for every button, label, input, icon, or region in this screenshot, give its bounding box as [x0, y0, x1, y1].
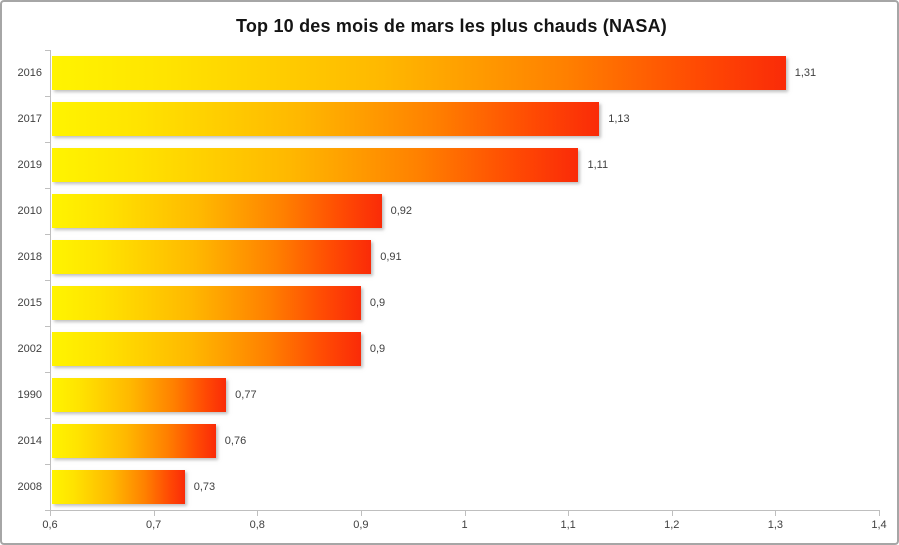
y-axis-tick [45, 464, 50, 465]
x-axis-tick-label: 1,4 [871, 519, 887, 531]
y-axis-tick [45, 50, 50, 51]
y-axis-tick [45, 96, 50, 97]
y-category-label: 1990 [17, 389, 42, 401]
x-axis-tick-label: 0,6 [42, 519, 58, 531]
bar-2008 [52, 470, 185, 504]
x-axis-tick-label: 0,7 [145, 519, 162, 531]
x-axis-tick-label: 0,9 [353, 519, 369, 531]
x-axis-tick [671, 511, 673, 516]
x-axis-tick [50, 511, 51, 516]
bar-value-label: 0,77 [235, 389, 257, 401]
y-category-label: 2017 [17, 113, 42, 125]
y-axis-tick [45, 372, 50, 373]
y-axis-tick [45, 280, 50, 281]
bar-value-label: 1,13 [608, 113, 630, 125]
bar-value-label: 1,11 [587, 159, 609, 171]
x-axis-tick [775, 511, 777, 516]
chart-title: Top 10 des mois de mars les plus chauds … [236, 16, 667, 36]
bar-value-label: 1,31 [794, 67, 817, 79]
bar-2002 [52, 332, 361, 366]
bar-value-label: 0,73 [193, 481, 216, 493]
bar-2019 [52, 148, 579, 182]
y-category-label: 2015 [17, 297, 42, 309]
x-axis-tick [153, 511, 155, 516]
bar-value-label: 0,9 [369, 297, 386, 309]
y-axis-tick [45, 510, 50, 511]
bar-1990 [52, 378, 227, 412]
bar-2010 [52, 194, 382, 228]
x-axis-tick-label: 1,1 [560, 519, 576, 531]
x-axis-tick-label: 1 [461, 519, 468, 531]
bar-value-label: 0,76 [224, 435, 247, 447]
y-axis-tick [45, 418, 50, 419]
y-axis-tick [45, 142, 50, 143]
x-axis-tick [360, 511, 362, 516]
y-axis-tick [45, 188, 50, 189]
bar-2016 [52, 56, 786, 90]
x-axis-tick-label: 1,2 [664, 519, 680, 531]
x-axis-tick-label: 0,8 [249, 519, 265, 531]
x-axis-tick [879, 511, 880, 516]
bar-2018 [52, 240, 372, 274]
y-category-label: 2002 [17, 343, 42, 355]
bar-2015 [52, 286, 361, 320]
y-category-label: 2019 [17, 159, 42, 171]
y-category-label: 2016 [17, 67, 42, 79]
bar-2017 [52, 102, 600, 136]
y-category-label: 2014 [17, 435, 42, 447]
bar-value-label: 0,92 [390, 205, 413, 217]
y-axis-tick [45, 326, 50, 327]
y-axis-line [50, 50, 51, 510]
x-axis-tick [568, 511, 570, 516]
y-axis-tick [45, 234, 50, 235]
bar-value-label: 0,91 [380, 251, 402, 263]
x-axis-tick [257, 511, 259, 516]
x-axis-tick-label: 1,3 [767, 519, 784, 531]
x-axis-tick [464, 511, 466, 516]
y-category-label: 2010 [17, 205, 42, 217]
bar-2014 [52, 424, 216, 458]
y-category-label: 2008 [17, 481, 42, 493]
y-category-label: 2018 [17, 251, 42, 263]
x-axis-line [50, 510, 880, 511]
bar-value-label: 0,9 [369, 343, 386, 355]
